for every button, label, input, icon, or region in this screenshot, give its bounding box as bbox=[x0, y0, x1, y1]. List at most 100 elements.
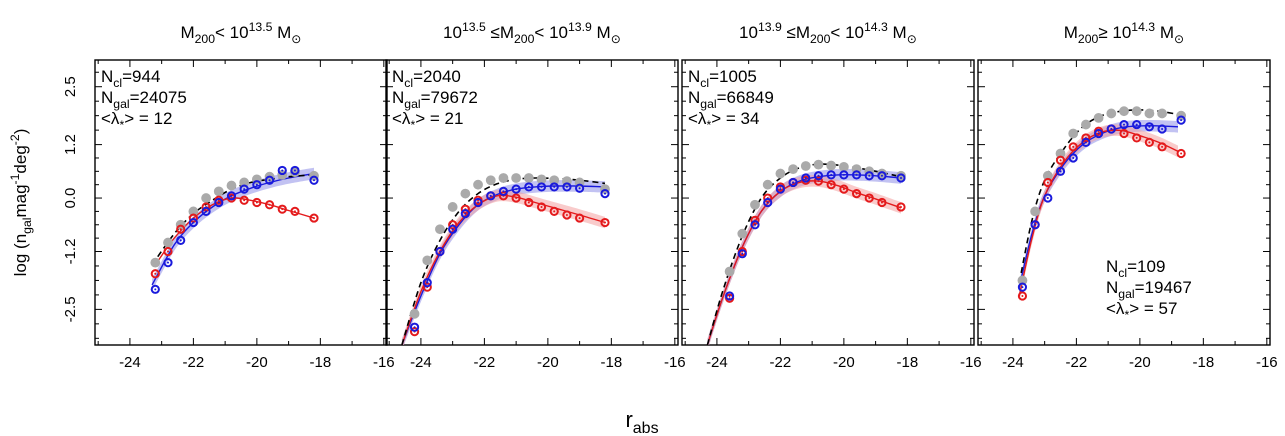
annotation-line-part: > = 57 bbox=[1129, 299, 1177, 318]
gray-data-point bbox=[1131, 106, 1142, 117]
blue-data-point bbox=[1106, 124, 1116, 134]
red-data-point-center bbox=[281, 208, 284, 211]
black-dashed-fit-line bbox=[401, 177, 606, 345]
red-data-point-center bbox=[842, 188, 845, 191]
x-tick-label: -20 bbox=[833, 354, 855, 371]
blue-data-point-center bbox=[565, 185, 568, 188]
blue-data-point-center bbox=[1097, 132, 1100, 135]
red-data-point bbox=[277, 204, 287, 214]
annotation-line-part: =944 bbox=[122, 67, 160, 86]
annotation-line-part: =2040 bbox=[413, 67, 461, 86]
red-data-point bbox=[264, 200, 275, 210]
red-data-point bbox=[511, 193, 521, 203]
blue-data-point-center bbox=[728, 295, 731, 298]
red-data-point-center bbox=[167, 250, 169, 253]
blue-data-point bbox=[839, 170, 849, 180]
red-fit-line bbox=[401, 194, 606, 345]
annotation-line: Ngal=19467 bbox=[1106, 278, 1192, 301]
red-fit-line bbox=[706, 180, 902, 345]
red-data-point bbox=[290, 206, 300, 217]
gray-data-point bbox=[1068, 128, 1079, 139]
red-data-point bbox=[1144, 137, 1154, 147]
gray-data-point bbox=[213, 186, 224, 197]
y-axis-label-part: ) bbox=[11, 129, 30, 135]
gray-data-point bbox=[788, 164, 798, 175]
panel-title-part: M bbox=[272, 23, 291, 42]
panel-title-part: 200 bbox=[1078, 32, 1099, 46]
gray-data-point bbox=[422, 255, 433, 266]
blue-data-point-center bbox=[1123, 123, 1125, 126]
red-data-point-center bbox=[1021, 295, 1024, 298]
x-tick-label: -18 bbox=[897, 354, 919, 371]
red-data-point-center bbox=[268, 203, 271, 206]
red-data-point bbox=[176, 224, 186, 234]
annotation-line: Ngal=24075 bbox=[101, 88, 187, 111]
y-axis-label-part: -1 bbox=[8, 173, 22, 184]
blue-data-point-center bbox=[1180, 119, 1183, 122]
panel-title-part: 200 bbox=[810, 32, 831, 46]
blue-data-point-center bbox=[766, 201, 769, 204]
blue-data-point-center bbox=[1021, 286, 1024, 289]
blue-data-point bbox=[1068, 153, 1078, 163]
red-data-point bbox=[896, 202, 906, 212]
x-tick-label: -20 bbox=[1129, 354, 1151, 371]
blue-data-point-center bbox=[281, 169, 284, 172]
blue-data-point bbox=[562, 182, 572, 192]
gray-data-point bbox=[1106, 108, 1117, 119]
gray-data-point bbox=[813, 159, 824, 170]
red-data-point-center bbox=[1161, 145, 1164, 148]
panel-title: M200< 1013.5 M⊙ bbox=[180, 20, 301, 46]
annotation-line-part: <λ bbox=[392, 109, 411, 128]
blue-data-point-center bbox=[900, 177, 902, 180]
gray-data-point bbox=[1030, 206, 1041, 217]
panel-title-part: ≤M bbox=[782, 23, 810, 42]
panel-title-part: ⊙ bbox=[611, 32, 621, 46]
blue-data-point-center bbox=[230, 194, 233, 197]
blue-data-point bbox=[1094, 128, 1104, 139]
plot-area bbox=[401, 173, 610, 345]
blue-data-point-center bbox=[313, 179, 315, 182]
gray-data-point bbox=[724, 266, 735, 277]
blue-data-point-center bbox=[1059, 170, 1062, 173]
red-data-point bbox=[826, 180, 836, 190]
annotation-line-part: gal bbox=[113, 97, 129, 111]
annotation-line-part: gal bbox=[404, 97, 420, 111]
blue-data-point-center bbox=[1034, 223, 1037, 226]
annotation-line-part: cl bbox=[1118, 266, 1127, 280]
blue-data-point bbox=[264, 175, 275, 185]
red-data-point-center bbox=[527, 201, 530, 204]
blue-data-point-center bbox=[1110, 128, 1113, 131]
gray-data-point bbox=[737, 228, 748, 239]
red-data-point bbox=[309, 213, 319, 223]
gray-data-point bbox=[826, 160, 837, 171]
blue-data-point-center bbox=[604, 192, 606, 195]
annotation-line-part: <λ bbox=[1106, 299, 1125, 318]
annotation-line-part: gal bbox=[1118, 287, 1134, 301]
gray-data-point bbox=[762, 179, 773, 190]
y-tick-label: 2.5 bbox=[62, 76, 79, 97]
blue-data-point-center bbox=[255, 183, 258, 186]
red-data-point-center bbox=[830, 183, 833, 186]
red-data-point-center bbox=[1135, 136, 1138, 139]
panel-title-part: 10 bbox=[443, 23, 462, 42]
blue-data-point bbox=[1081, 137, 1091, 147]
red-data-point bbox=[864, 193, 874, 203]
panel-title-part: M bbox=[1155, 23, 1174, 42]
blue-data-point bbox=[163, 258, 173, 268]
red-data-point-center bbox=[154, 272, 157, 275]
panel-title-part: 14.3 bbox=[864, 20, 888, 34]
black-dashed-fit-line bbox=[706, 163, 902, 345]
gray-data-point bbox=[523, 173, 534, 183]
blue-data-point-center bbox=[527, 185, 530, 188]
blue-data-point bbox=[763, 197, 773, 208]
panel-title-part: 200 bbox=[514, 32, 535, 46]
blue-fit-line bbox=[401, 185, 606, 345]
annotation-line-part: N bbox=[392, 88, 404, 107]
x-tick-label: -20 bbox=[537, 354, 559, 371]
blue-data-point bbox=[201, 206, 211, 217]
red-data-point bbox=[549, 206, 559, 217]
panel-title-part: 13.9 bbox=[758, 20, 782, 34]
blue-data-point bbox=[277, 165, 287, 176]
red-data-point bbox=[1176, 148, 1186, 159]
blue-data-point bbox=[309, 175, 319, 185]
